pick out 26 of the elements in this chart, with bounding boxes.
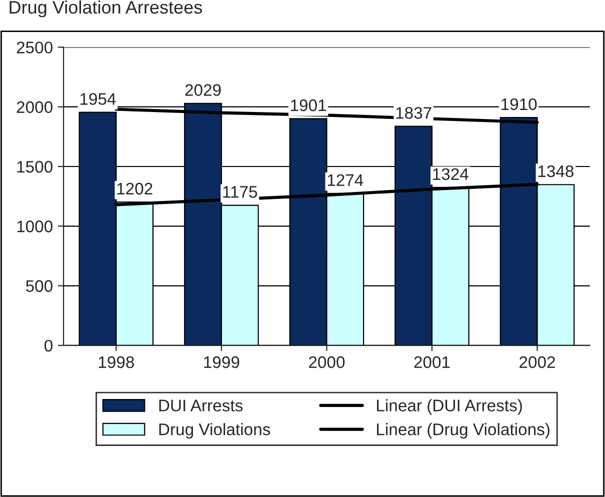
x-tick-label: 2002 [520, 356, 555, 368]
text: 1274 [328, 174, 364, 186]
chart-title: Drug Violation Arrestees [10, 0, 202, 18]
y-tick-label: 0 [44, 340, 52, 352]
text: 1348 [538, 165, 574, 178]
x-tick-label: 1999 [204, 356, 240, 368]
text: 1837 [396, 107, 432, 119]
text: 1202 [117, 182, 152, 195]
legend-label: Linear (DUI Arrests) [377, 399, 522, 415]
y-tick-label: 2500 [16, 42, 52, 54]
text: 1324 [433, 168, 468, 180]
x-tick-label: 1998 [98, 356, 134, 368]
text: 1954 [80, 93, 116, 105]
text: 1175 [223, 186, 258, 198]
legend-label: DUI Arrests [159, 400, 243, 412]
y-tick-label: 1000 [17, 220, 52, 232]
text: 2029 [185, 84, 221, 96]
y-tick-label: 1500 [17, 160, 52, 173]
legend-label: Drug Violations [159, 423, 270, 439]
y-tick-label: 500 [26, 280, 52, 292]
text: 1910 [502, 98, 537, 110]
legend-label: Linear (Drug Violations) [377, 423, 550, 439]
y-tick-label: 2000 [16, 101, 52, 114]
x-tick-label: 2000 [309, 356, 345, 368]
x-tick-label: 2001 [414, 356, 450, 368]
text: 1901 [291, 99, 326, 112]
